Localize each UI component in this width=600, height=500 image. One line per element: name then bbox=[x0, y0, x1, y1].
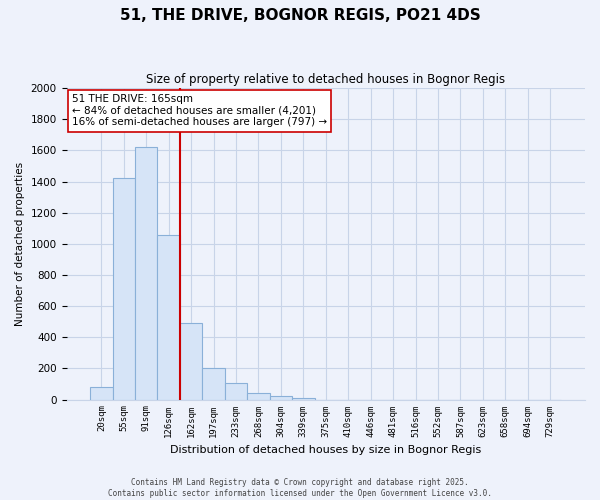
Text: 51, THE DRIVE, BOGNOR REGIS, PO21 4DS: 51, THE DRIVE, BOGNOR REGIS, PO21 4DS bbox=[119, 8, 481, 22]
Bar bbox=[90, 387, 113, 400]
Y-axis label: Number of detached properties: Number of detached properties bbox=[15, 162, 25, 326]
Bar bbox=[113, 178, 135, 400]
Text: Contains HM Land Registry data © Crown copyright and database right 2025.
Contai: Contains HM Land Registry data © Crown c… bbox=[108, 478, 492, 498]
Bar bbox=[202, 368, 225, 400]
Bar bbox=[225, 382, 247, 400]
Bar bbox=[247, 394, 269, 400]
Title: Size of property relative to detached houses in Bognor Regis: Size of property relative to detached ho… bbox=[146, 72, 505, 86]
X-axis label: Distribution of detached houses by size in Bognor Regis: Distribution of detached houses by size … bbox=[170, 445, 481, 455]
Bar bbox=[269, 396, 292, 400]
Bar bbox=[292, 398, 314, 400]
Bar bbox=[157, 235, 180, 400]
Bar bbox=[180, 323, 202, 400]
Text: 51 THE DRIVE: 165sqm
← 84% of detached houses are smaller (4,201)
16% of semi-de: 51 THE DRIVE: 165sqm ← 84% of detached h… bbox=[72, 94, 327, 128]
Bar bbox=[135, 147, 157, 400]
